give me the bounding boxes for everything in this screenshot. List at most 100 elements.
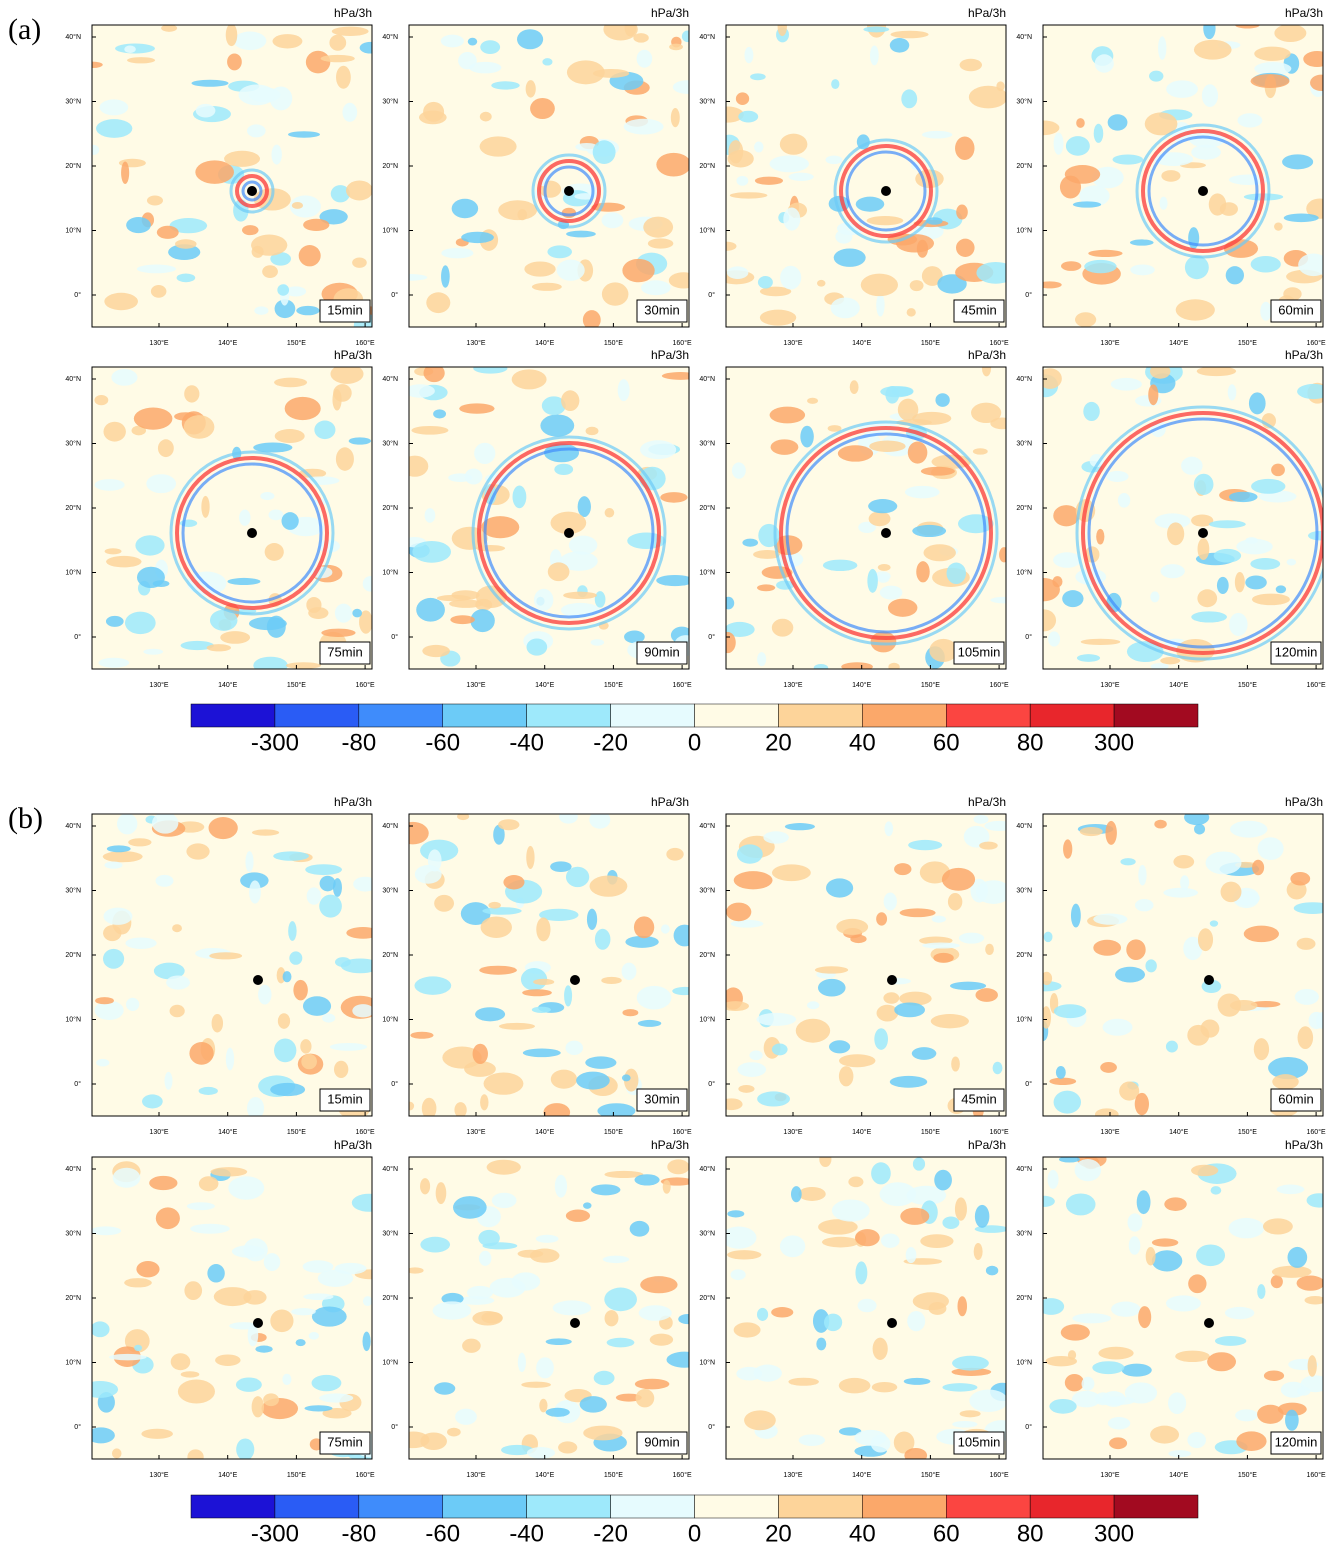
field-blob (319, 875, 336, 892)
field-blob (1300, 1375, 1323, 1393)
map (1043, 367, 1323, 669)
field-blob (133, 407, 173, 430)
field-blob (1043, 1006, 1052, 1029)
field-blob (1236, 1431, 1267, 1452)
field-blob (94, 479, 125, 491)
field-blob (466, 1285, 494, 1300)
unit-label: hPa/3h (651, 795, 689, 809)
map-frame (1042, 24, 1324, 328)
time-box (319, 641, 371, 665)
colorbar-label: 20 (765, 1520, 792, 1547)
colorbar-swatch (190, 703, 276, 728)
field-blob (1043, 1298, 1065, 1315)
field-blob (540, 414, 575, 437)
field-blob (643, 216, 674, 238)
colorbar-swatch (526, 1494, 611, 1519)
lon-label: 130°E (1100, 339, 1119, 347)
colorbar-label: 40 (849, 1520, 876, 1547)
field-blob (186, 843, 210, 860)
field-blob (733, 871, 773, 890)
field-blob (604, 1287, 637, 1312)
field-blob (1154, 819, 1167, 829)
map-frame (725, 24, 1007, 328)
wave-ring (477, 441, 661, 625)
field-blob (841, 662, 873, 669)
field-blob (243, 1238, 268, 1262)
field-blob (409, 384, 435, 398)
lon-label: 150°E (604, 339, 623, 347)
lat-label: 40°N (65, 822, 81, 830)
field-blob (180, 640, 214, 651)
field-blob (127, 57, 156, 64)
field-blob (660, 492, 688, 503)
field-blob (1210, 1186, 1222, 1195)
field-blob (726, 106, 744, 123)
field-blob (1173, 855, 1195, 869)
field-blob (311, 1306, 347, 1327)
field-blob (807, 397, 819, 404)
field-blob (1053, 1004, 1087, 1019)
field-blob (125, 937, 157, 949)
field-blob (951, 1367, 992, 1376)
lat-label: 20°N (65, 504, 81, 512)
field-blob (985, 1265, 999, 1276)
field-blob (627, 532, 666, 550)
field-blob (1149, 70, 1164, 82)
field-blob (981, 367, 992, 377)
colorbar-swatch (526, 703, 611, 728)
field-blob (1191, 514, 1214, 527)
field-blob (897, 398, 919, 421)
field-blob (482, 907, 522, 915)
field-blob (1161, 170, 1181, 182)
field-blob (287, 131, 321, 138)
field-blob (440, 34, 464, 48)
colorbar-swatch (1113, 703, 1199, 728)
field-blob (542, 58, 553, 66)
wave-ring (181, 462, 323, 604)
field-blob (1235, 1409, 1258, 1422)
field-blob (941, 867, 976, 891)
field-blob (300, 1039, 312, 1054)
field-blob (955, 136, 975, 160)
field-blob (170, 1353, 191, 1371)
field-blob (798, 1434, 826, 1446)
field-blob (220, 631, 251, 644)
field-blob (105, 615, 124, 627)
field-blob (1145, 959, 1157, 973)
lat-label: 30°N (1016, 886, 1032, 894)
field-blob (951, 1056, 960, 1072)
time-box (636, 641, 688, 665)
field-blob (303, 1293, 334, 1300)
field-blob (736, 175, 749, 186)
field-blob (1144, 112, 1178, 136)
lon-label: 160°E (990, 681, 1009, 689)
field-blob (302, 996, 332, 1016)
wave-ring (471, 435, 667, 631)
field-blob (727, 1210, 745, 1218)
field-blob (1150, 663, 1169, 669)
field-blob (1228, 491, 1258, 503)
field-blob (1097, 1396, 1136, 1406)
wave-ring (235, 174, 269, 208)
field-blob (661, 372, 689, 380)
lon-label: 160°E (1307, 1471, 1326, 1479)
field-blob (550, 1069, 578, 1089)
wave-ring (543, 165, 595, 217)
field-blob (1165, 1040, 1178, 1053)
field-blob (1197, 589, 1218, 608)
lon-label: 150°E (287, 1128, 306, 1136)
field-blob (624, 630, 645, 644)
field-blob (849, 380, 859, 395)
field-blob (306, 887, 322, 905)
lon-label: 150°E (921, 339, 940, 347)
lon-label: 160°E (673, 1128, 692, 1136)
field-blob (999, 547, 1006, 563)
field-blob (156, 225, 179, 239)
field-blob (1194, 823, 1206, 835)
field-blob (871, 1162, 891, 1185)
lat-label: 40°N (699, 822, 715, 830)
field-blob (742, 538, 759, 547)
field-blob (788, 1377, 819, 1386)
lon-label: 160°E (1307, 339, 1326, 347)
field-blob (877, 563, 891, 571)
